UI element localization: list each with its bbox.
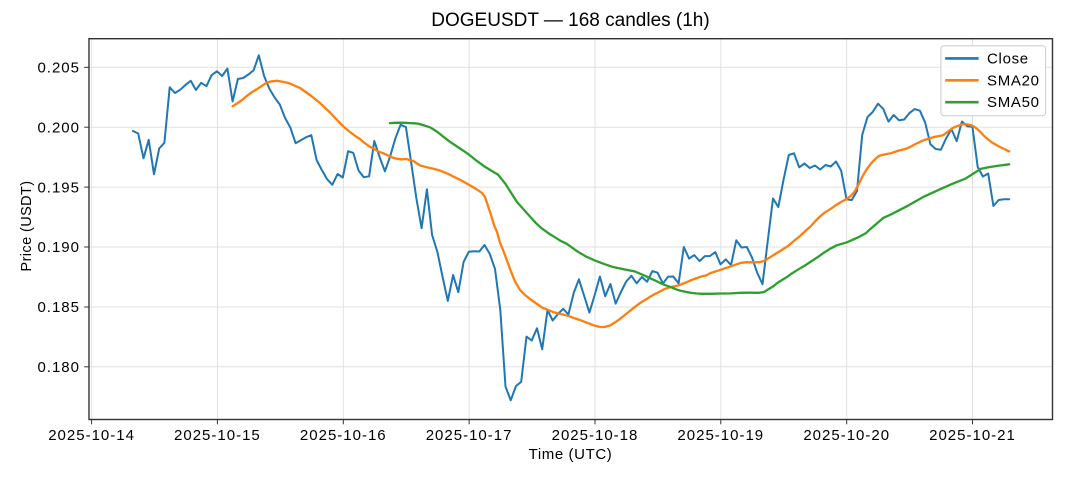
svg-text:Close: Close	[987, 50, 1029, 67]
svg-text:2025-10-21: 2025-10-21	[929, 427, 1016, 444]
svg-text:2025-10-20: 2025-10-20	[803, 427, 890, 444]
svg-text:SMA20: SMA20	[987, 72, 1040, 89]
svg-text:Price (USDT): Price (USDT)	[19, 181, 35, 272]
svg-text:0.195: 0.195	[37, 179, 80, 196]
svg-text:0.200: 0.200	[37, 119, 80, 136]
svg-text:2025-10-15: 2025-10-15	[174, 427, 261, 444]
svg-text:0.180: 0.180	[37, 359, 80, 376]
svg-text:0.185: 0.185	[37, 299, 80, 316]
svg-text:Time (UTC): Time (UTC)	[529, 446, 613, 463]
svg-text:0.190: 0.190	[37, 239, 80, 256]
svg-text:SMA50: SMA50	[987, 94, 1040, 111]
svg-text:2025-10-14: 2025-10-14	[48, 427, 135, 444]
svg-text:2025-10-17: 2025-10-17	[426, 427, 513, 444]
svg-text:2025-10-16: 2025-10-16	[300, 427, 387, 444]
svg-text:2025-10-19: 2025-10-19	[677, 427, 764, 444]
svg-text:0.205: 0.205	[37, 60, 80, 77]
svg-text:2025-10-18: 2025-10-18	[552, 427, 639, 444]
svg-text:DOGEUSDT — 168 candles (1h): DOGEUSDT — 168 candles (1h)	[431, 10, 709, 31]
